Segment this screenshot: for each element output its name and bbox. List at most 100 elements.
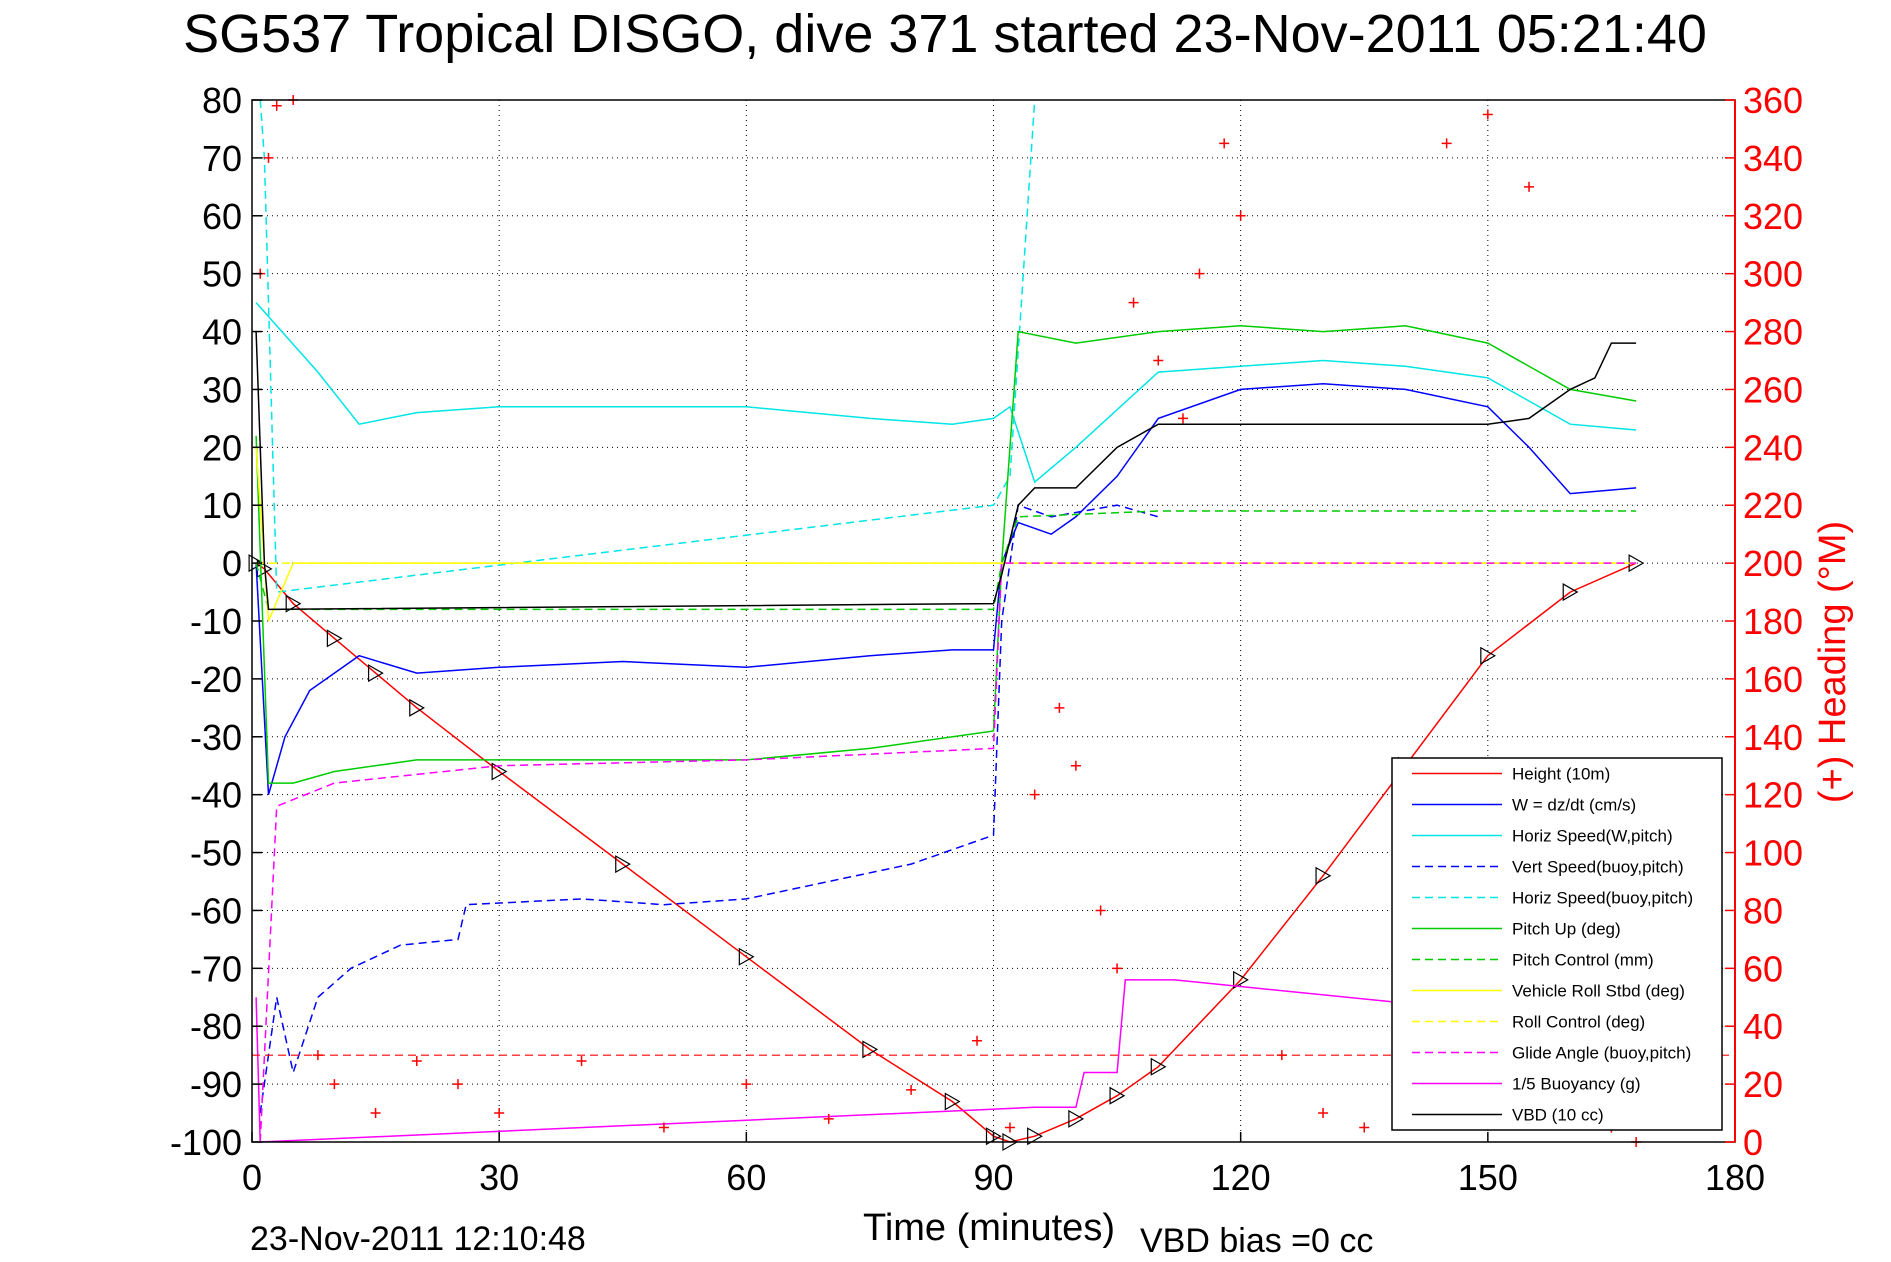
legend-box [1391,757,1723,1131]
height-triangle-marker [367,664,384,683]
height-triangle-marker [409,698,425,717]
series-horiz-speed-w-pitch [255,302,1637,484]
y-tick-label: 50 [202,254,242,295]
y-tick-label: -60 [190,890,242,931]
y2-tick-label: 80 [1743,890,1783,931]
series-vehicle-roll-stbd-deg [255,447,1637,622]
legend-label: Horiz Speed(W,pitch) [1512,827,1673,846]
heading-plus-marker [452,1079,463,1090]
y-tick-label: -40 [190,775,242,816]
heading-plus-marker [1318,1108,1329,1119]
legend-label: Pitch Up (deg) [1512,920,1621,939]
y-tick-label: 40 [202,312,242,353]
heading-plus-marker [576,1055,587,1066]
legend-label: Vert Speed(buoy,pitch) [1512,858,1684,877]
heading-plus-marker [741,1079,752,1090]
heading-plus-marker [1177,413,1188,424]
x-tick-label: 30 [479,1157,519,1198]
series-vbd-10-cc [255,331,1637,611]
y2-tick-label: 40 [1743,1006,1783,1047]
heading-plus-marker [1219,138,1230,149]
height-triangle-marker [862,1040,879,1059]
x-tick-label: 90 [973,1157,1013,1198]
x-axis-label: Time (minutes) [863,1207,1115,1249]
heading-plus-marker [370,1108,381,1119]
height-triangle-marker [944,1092,961,1111]
heading-plus-marker [271,100,282,111]
heading-plus-marker [494,1108,505,1119]
y2-tick-label: 180 [1743,601,1803,642]
heading-plus-marker [1054,702,1065,713]
heading-plus-marker [1095,905,1106,916]
y-tick-label: -70 [190,948,242,989]
legend-label: VBD (10 cc) [1512,1106,1604,1125]
y2-tick-label: 20 [1743,1064,1783,1105]
timestamp: 23-Nov-2011 12:10:48 [250,1220,586,1258]
heading-plus-marker [263,152,274,163]
height-triangle-marker [1233,970,1249,989]
y2-axis-ticks: 3603403203002802602402202001801601401201… [1725,80,1803,1163]
legend-label: Glide Angle (buoy,pitch) [1512,1044,1691,1063]
y2-tick-label: 0 [1743,1122,1763,1163]
y2-tick-label: 260 [1743,369,1803,410]
heading-plus-marker [1029,789,1040,800]
series-vert-speed-buoy-pitch [259,504,1159,1114]
legend-label: Roll Control (deg) [1512,1013,1645,1032]
y-tick-label: -80 [190,1006,242,1047]
height-triangle-marker [1315,866,1332,885]
x-tick-label: 120 [1211,1157,1271,1198]
height-triangle-marker [1480,646,1497,665]
height-triangle-marker [326,629,343,648]
y-tick-label: -10 [190,601,242,642]
legend-label: 1/5 Buoyancy (g) [1512,1075,1641,1094]
height-triangle-marker [1150,1057,1167,1076]
height-triangle-marker [491,762,508,781]
y2-tick-label: 340 [1743,138,1803,179]
heading-plus-marker [1441,138,1452,149]
heading-plus-marker [658,1122,669,1133]
heading-plus-marker [1070,760,1081,771]
x-tick-label: 60 [726,1157,766,1198]
heading-plus-marker [329,1079,340,1090]
y-tick-label: -20 [190,659,242,700]
y2-tick-label: 200 [1743,543,1803,584]
heading-plus-marker [823,1113,834,1124]
heading-plus-marker [906,1084,917,1095]
chart-title: SG537 Tropical DISGO, dive 371 started 2… [183,4,1707,64]
y-tick-label: 10 [202,485,242,526]
height-triangle-marker [738,947,755,966]
x-tick-label: 150 [1458,1157,1518,1198]
y2-tick-label: 120 [1743,775,1803,816]
heading-plus-marker [1153,355,1164,366]
height-triangle-marker [1027,1127,1043,1146]
y-tick-label: 20 [202,427,242,468]
y-tick-label: -50 [190,833,242,874]
y2-tick-label: 220 [1743,485,1803,526]
series-glide-angle-buoy-pitch [259,562,1637,1143]
heading-plus-marker [1359,1122,1370,1133]
series-pitch-control-mm [255,510,1637,611]
legend-label: Height (10m) [1512,765,1610,784]
y-tick-label: 60 [202,196,242,237]
height-triangle-marker [1109,1086,1126,1105]
x-tick-label: 0 [242,1157,262,1198]
heading-plus-marker [1482,109,1493,120]
y2-tick-label: 280 [1743,312,1803,353]
legend: Height (10m) W = dz/dt (cm/s) Horiz Speed(… [1391,757,1723,1131]
height-triangle-marker [1562,583,1579,602]
y-tick-label: 80 [202,80,242,121]
legend-label: Horiz Speed(buoy,pitch) [1512,889,1693,908]
heading-plus-marker [1128,297,1139,308]
series-w-dz-dt-cm-s [255,382,1637,795]
height-triangle-marker [1068,1109,1085,1128]
heading-plus-marker [1004,1122,1015,1133]
heading-plus-marker [1235,210,1246,221]
heading-plus-marker [1524,181,1535,192]
heading-plus-marker [1194,268,1205,279]
heading-plus-marker [312,1050,323,1061]
height-triangle-marker [285,594,302,613]
heading-plus-marker [1112,963,1123,974]
x-tick-label: 180 [1705,1157,1765,1198]
y-axis-ticks: 80 70 60 50 40 30 20 10 0 -10 -20 -30 -40 -50 -60 -70 -8… [170,80,262,1163]
y2-tick-label: 160 [1743,659,1803,700]
